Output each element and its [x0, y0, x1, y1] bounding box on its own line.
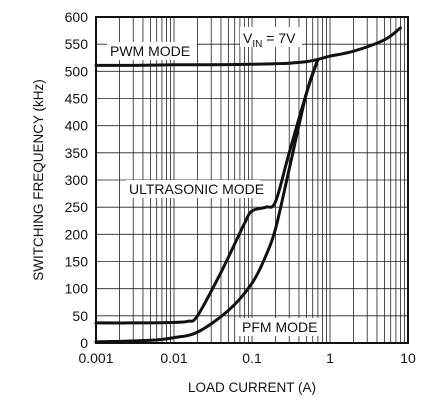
- y-tick-labels: 0 50 100 150 200 250 300 350 400 450 500 550 600: [65, 9, 89, 351]
- curves: [94, 26, 402, 344]
- ultrasonic-label-bg: [126, 180, 260, 198]
- series-line-1: [94, 57, 320, 325]
- x-tick-label-0: 0.001: [78, 350, 113, 366]
- pfm-mode-label: PFM MODE: [242, 319, 317, 335]
- vin-label-bg: [240, 27, 302, 47]
- y-tick-label-6: 300: [65, 172, 89, 188]
- ultrasonic-mode-label: ULTRASONIC MODE: [129, 181, 264, 197]
- y-axis-label: SWITCHING FREQUENCY (kHz): [31, 79, 46, 281]
- plot-frame: [95, 16, 409, 344]
- series-line-2: [94, 57, 320, 344]
- y-tick-label-5: 250: [65, 199, 89, 215]
- x-tick-label-3: 1: [326, 350, 334, 366]
- x-axis-label: LOAD CURRENT (A): [188, 380, 316, 395]
- x-tick-label-1: 0.01: [160, 350, 187, 366]
- pwm-label-bg: [107, 42, 197, 60]
- y-tick-label-11: 550: [65, 36, 89, 52]
- y-tick-label-9: 450: [65, 91, 89, 107]
- y-tick-label-7: 350: [65, 145, 89, 161]
- y-tick-label-1: 50: [72, 308, 88, 324]
- pwm-mode-label: PWM MODE: [110, 43, 190, 59]
- y-tick-label-3: 150: [65, 254, 89, 270]
- x-tick-label-2: 0.1: [242, 350, 262, 366]
- y-tick-label-12: 600: [65, 9, 89, 25]
- y-tick-label-2: 100: [65, 281, 89, 297]
- y-tick-label-8: 400: [65, 118, 89, 134]
- pfm-label-bg: [239, 318, 319, 336]
- y-tick-label-0: 0: [80, 335, 88, 351]
- series-line-0: [94, 26, 402, 67]
- vin-annotation: VIN = 7V: [243, 30, 296, 50]
- x-tick-labels: 0.001 0.01 0.1 1 10: [78, 350, 416, 366]
- y-tick-label-10: 500: [65, 63, 89, 79]
- y-tick-label-4: 200: [65, 226, 89, 242]
- x-tick-label-4: 10: [400, 350, 416, 366]
